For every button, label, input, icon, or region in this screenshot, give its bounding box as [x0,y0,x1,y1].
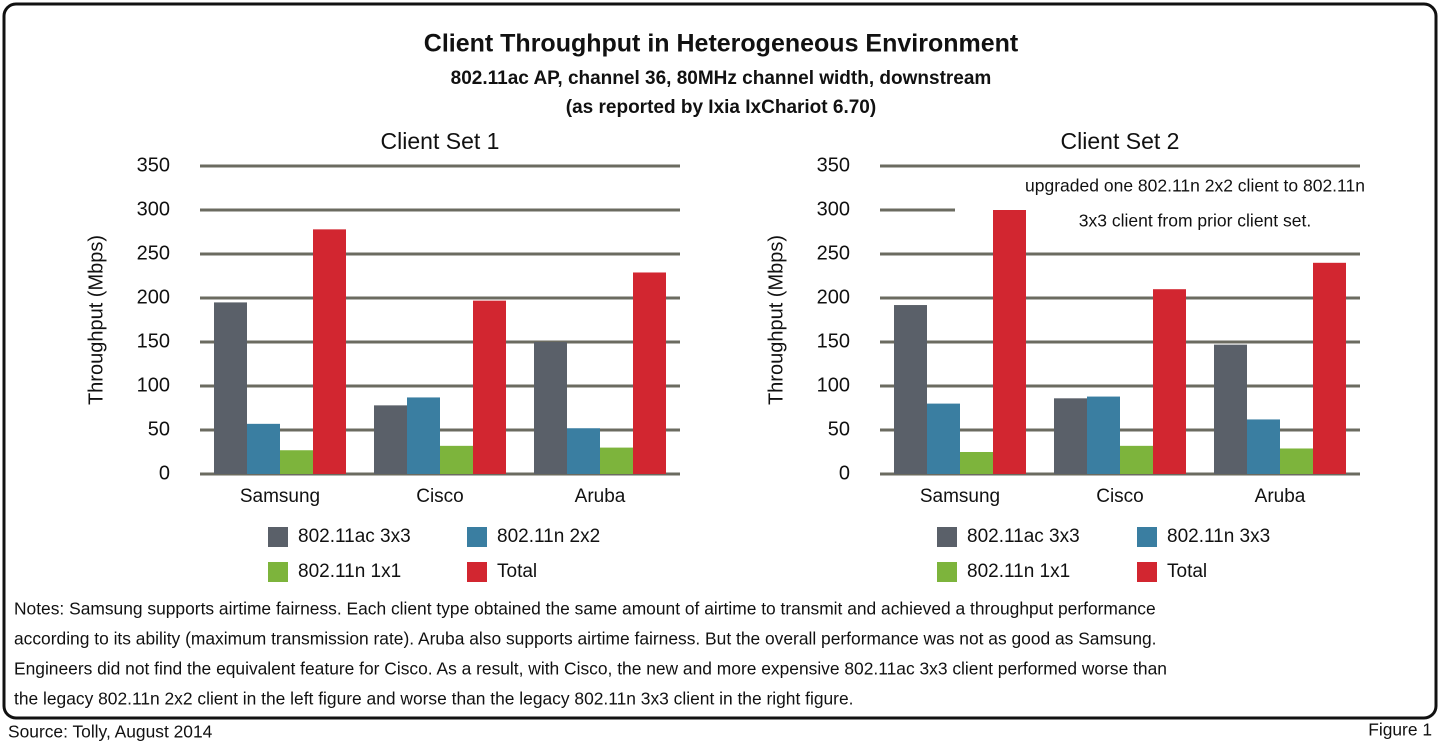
y-tick-label: 50 [828,418,850,440]
annotation-bg [955,172,1433,236]
y-axis-label: Throughput (Mbps) [765,235,787,405]
y-axis-label: Throughput (Mbps) [85,235,107,405]
bar [1087,396,1120,474]
note: Notes: Samsung supports airtime fairness… [14,599,1156,619]
y-tick-label: 300 [817,198,850,220]
bar [1054,398,1087,474]
x-tick-label: Cisco [416,486,464,507]
bar [567,428,600,474]
bar [1153,289,1186,474]
y-tick-label: 100 [137,374,170,396]
y-tick-label: 150 [137,330,170,352]
legend-label: Total [497,561,537,582]
bar [993,210,1026,474]
legend-label: 802.11n 2x2 [497,526,600,547]
y-tick-label: 0 [159,462,170,484]
note: Engineers did not find the equivalent fe… [14,659,1167,679]
legend-swatch [268,562,288,582]
source: Source: Tolly, August 2014 [8,722,213,742]
title: Client Throughput in Heterogeneous Envir… [424,30,1019,58]
legend-swatch [467,562,487,582]
y-tick-label: 250 [817,242,850,264]
bar [247,423,280,474]
y-tick-label: 250 [137,242,170,264]
bar [1313,262,1346,474]
chart-title: Client Set 2 [1061,128,1180,154]
legend-label: 802.11n 1x1 [967,561,1070,582]
bar [280,450,313,474]
legend-swatch [1137,562,1157,582]
bar [214,302,247,474]
y-tick-label: 150 [817,330,850,352]
y-tick-label: 100 [817,374,850,396]
x-tick-label: Aruba [1255,486,1306,507]
annotation: 3x3 client from prior client set. [1079,211,1311,231]
bar [927,403,960,474]
y-tick-label: 200 [137,286,170,308]
bar [473,300,506,474]
legend-label: 802.11ac 3x3 [967,526,1080,547]
legend-label: 802.11n 3x3 [1167,526,1270,547]
legend-label: 802.11n 1x1 [298,561,401,582]
bar [374,405,407,474]
bar [1247,419,1280,474]
y-tick-label: 350 [817,154,850,176]
note: the legacy 802.11n 2x2 client in the lef… [14,689,853,709]
note: according to its ability (maximum transm… [14,629,1157,649]
bar [1214,344,1247,474]
bar [960,452,993,474]
bar [894,305,927,474]
legend-swatch [937,527,957,547]
bar [534,342,567,474]
x-tick-label: Samsung [920,486,1000,507]
x-tick-label: Samsung [240,486,320,507]
subtitle: 802.11ac AP, channel 36, 80MHz channel w… [451,68,992,89]
figure-label: Figure 1 [1368,720,1432,740]
bar [600,447,633,474]
annotation: upgraded one 802.11n 2x2 client to 802.1… [1025,176,1365,196]
legend-swatch [937,562,957,582]
y-tick-label: 50 [148,418,170,440]
legend-swatch [467,527,487,547]
bar [407,397,440,474]
y-tick-label: 200 [817,286,850,308]
bar [440,445,473,474]
bar [1120,445,1153,474]
x-tick-label: Cisco [1096,486,1144,507]
bar [633,272,666,474]
legend-swatch [1137,527,1157,547]
y-tick-label: 350 [137,154,170,176]
legend-label: 802.11ac 3x3 [298,526,411,547]
y-tick-label: 0 [839,462,850,484]
y-tick-label: 300 [137,198,170,220]
bar [313,229,346,474]
subtitle: (as reported by Ixia IxChariot 6.70) [566,97,876,118]
chart-title: Client Set 1 [381,128,500,154]
legend-swatch [268,527,288,547]
bar [1280,448,1313,474]
x-tick-label: Aruba [575,486,626,507]
legend-label: Total [1167,561,1207,582]
